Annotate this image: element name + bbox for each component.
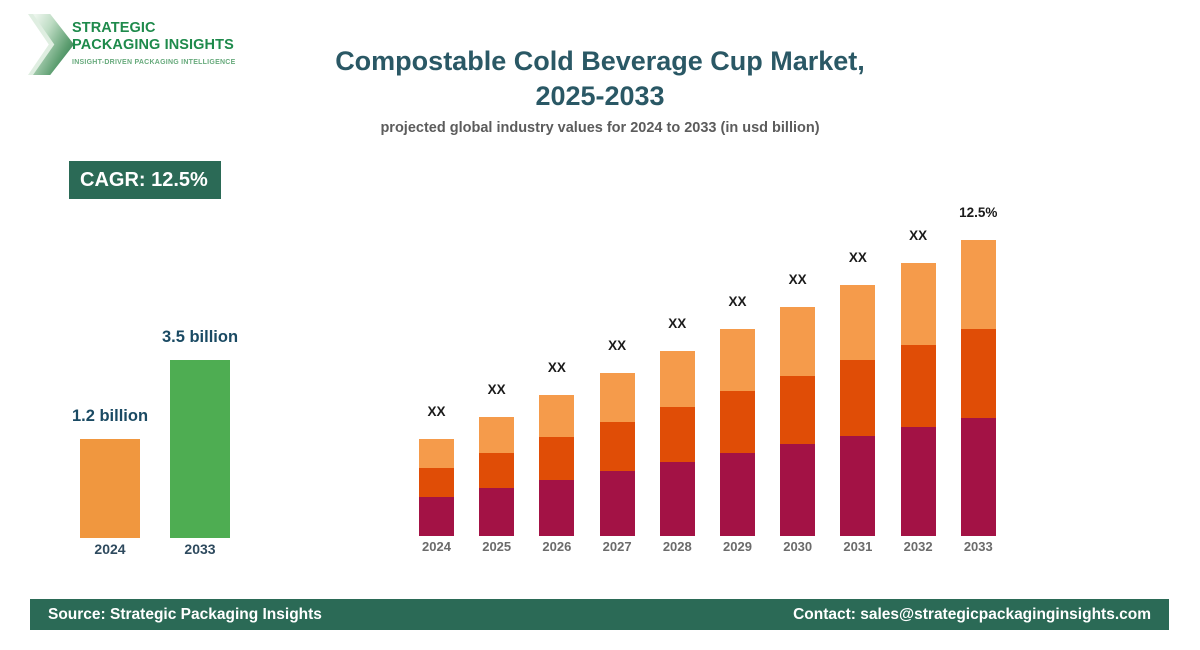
segment-bottom-segment xyxy=(840,435,876,536)
year-label: 2027 xyxy=(602,539,632,554)
footer-bar: Source: Strategic Packaging Insights Con… xyxy=(30,599,1169,630)
segment-bottom-segment xyxy=(900,426,936,536)
bar-value-label: XX xyxy=(728,294,747,309)
stacked-bar xyxy=(599,373,635,536)
bar-value-label: XX xyxy=(608,338,627,353)
year-label: 2033 xyxy=(963,539,993,554)
stacked-bar xyxy=(840,285,876,536)
title-line2: 2025-2033 xyxy=(535,81,665,111)
logo: STRATEGIC PACKAGING INSIGHTS INSIGHT-DRI… xyxy=(28,13,293,78)
segment-bottom-segment xyxy=(720,453,755,536)
bar-value-label: XX xyxy=(487,382,506,397)
segment-middle-segment xyxy=(960,328,996,418)
segment-bottom-segment xyxy=(539,479,575,536)
segment-top-segment xyxy=(659,351,695,407)
bar-value-label: XX xyxy=(668,316,687,331)
segment-top-segment xyxy=(840,285,876,361)
summary-category-label: 2033 xyxy=(184,541,216,557)
stacked-bar xyxy=(419,439,454,536)
segment-top-segment xyxy=(720,329,755,392)
stacked-bar xyxy=(960,240,996,536)
logo-tagline: INSIGHT-DRIVEN PACKAGING INTELLIGENCE xyxy=(72,59,236,66)
title-line1: Compostable Cold Beverage Cup Market, xyxy=(335,46,865,76)
segment-bottom-segment xyxy=(599,470,635,536)
segment-top-segment xyxy=(599,373,635,422)
cagr-badge: CAGR: 12.5% xyxy=(69,161,221,199)
bar-value-label: XX xyxy=(909,228,928,243)
source-text: Source: Strategic Packaging Insights xyxy=(48,605,322,623)
bar-value-label: XX xyxy=(788,272,807,287)
segment-top-segment xyxy=(539,395,575,438)
summary-bar xyxy=(170,360,230,538)
page-subtitle: projected global industry values for 202… xyxy=(380,120,820,136)
logo-line2: PACKAGING INSIGHTS xyxy=(72,37,234,53)
segment-middle-segment xyxy=(780,375,816,445)
segment-middle-segment xyxy=(659,406,695,462)
summary-value-label: 1.2 billion xyxy=(71,407,149,425)
stacked-bar xyxy=(659,351,695,536)
segment-middle-segment xyxy=(539,437,575,480)
stacked-bar xyxy=(720,329,755,536)
bar-value-label: 12.5% xyxy=(959,205,998,220)
year-label: 2026 xyxy=(542,539,572,554)
segment-top-segment xyxy=(960,240,996,329)
segment-top-segment xyxy=(479,417,515,453)
segment-top-segment xyxy=(419,439,454,469)
stacked-bar xyxy=(479,417,515,536)
year-label: 2032 xyxy=(903,539,933,554)
stacked-bar xyxy=(780,307,816,536)
summary-value-label: 3.5 billion xyxy=(161,328,239,346)
segment-middle-segment xyxy=(840,360,876,436)
segment-middle-segment xyxy=(479,452,515,489)
logo-line1: STRATEGIC xyxy=(72,20,156,36)
bar-value-label: XX xyxy=(848,250,867,265)
summary-bar xyxy=(80,439,140,538)
header: Compostable Cold Beverage Cup Market, 20… xyxy=(200,44,1000,136)
segment-bottom-segment xyxy=(419,497,454,536)
segment-top-segment xyxy=(900,263,936,345)
stacked-bar xyxy=(539,395,575,536)
year-label: 2025 xyxy=(482,539,512,554)
stacked-bar xyxy=(900,263,936,536)
year-label: 2031 xyxy=(843,539,873,554)
segment-bottom-segment xyxy=(479,488,515,536)
bar-value-label: XX xyxy=(547,360,566,375)
segment-middle-segment xyxy=(419,468,454,498)
contact-text: Contact: sales@strategicpackaginginsight… xyxy=(793,605,1151,623)
page-title: Compostable Cold Beverage Cup Market, 20… xyxy=(200,44,1000,114)
segment-top-segment xyxy=(780,307,816,376)
year-label: 2030 xyxy=(783,539,813,554)
summary-category-label: 2024 xyxy=(94,541,126,557)
segment-middle-segment xyxy=(900,344,936,427)
segment-bottom-segment xyxy=(659,462,695,536)
segment-middle-segment xyxy=(720,391,755,454)
year-label: 2028 xyxy=(662,539,692,554)
segment-bottom-segment xyxy=(780,444,816,536)
logo-text: STRATEGIC PACKAGING INSIGHTS xyxy=(72,20,234,54)
segment-bottom-segment xyxy=(960,417,996,536)
year-label: 2024 xyxy=(422,539,451,554)
bar-value-label: XX xyxy=(427,404,446,419)
year-label: 2029 xyxy=(723,539,752,554)
segment-middle-segment xyxy=(599,421,635,471)
